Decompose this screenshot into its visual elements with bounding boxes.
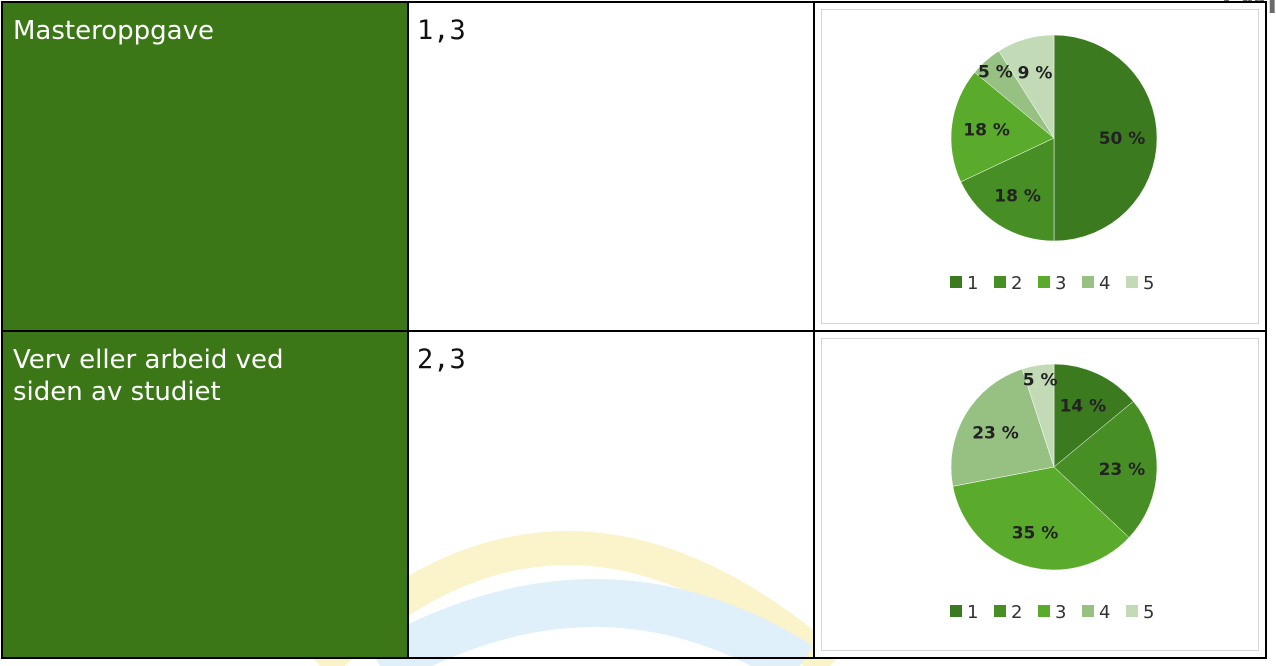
pie-slice-3 (950, 71, 1055, 183)
pie-slice-1 (1053, 363, 1134, 468)
row-label-cell: Verv eller arbeid ved siden av studiet (1, 330, 409, 659)
pie-slice-label: 23 % (972, 423, 1019, 443)
pie-slice-4 (950, 368, 1055, 487)
pie-chart-frame: 50 % 18 % 18 % 5 % 9 % 1 2 3 4 5 (821, 9, 1259, 324)
legend-label: 1 (967, 273, 978, 294)
row-label-cell: Masteroppgave (1, 1, 409, 332)
legend-label: 2 (1011, 602, 1022, 623)
legend-label: 5 (1143, 602, 1154, 623)
pie-chart: 50 % 18 % 18 % 5 % 9 % 1 2 3 4 5 (950, 34, 1158, 294)
pie-slice-3 (952, 466, 1130, 571)
pie-slice-5 (1021, 363, 1055, 468)
table-row: Masteroppgave 1,3 50 % 18 % 18 % 5 % 9 % 1 2 3 4… (1, 1, 1267, 332)
legend-swatch (950, 276, 962, 288)
legend-swatch (1126, 276, 1138, 288)
chart-cell: 14 % 23 % 35 % 23 % 5 % 1 2 3 4 5 (813, 330, 1267, 659)
legend-label: 3 (1055, 602, 1066, 623)
pie-slice-2 (960, 137, 1055, 242)
legend-swatch (1038, 276, 1050, 288)
pie-chart: 14 % 23 % 35 % 23 % 5 % 1 2 3 4 5 (950, 363, 1158, 623)
legend-label: 4 (1099, 602, 1110, 623)
row-value: 1,3 (417, 15, 466, 46)
pie-slice-label: 14 % (1060, 397, 1107, 417)
legend-swatch (994, 276, 1006, 288)
row-label: Masteroppgave (13, 16, 214, 46)
row-value-cell: 2,3 (407, 330, 815, 659)
pie-slice-label: 35 % (1012, 523, 1059, 543)
legend-swatch (1082, 605, 1094, 617)
legend-swatch (1038, 605, 1050, 617)
legend-label: 4 (1099, 273, 1110, 294)
pie-slice-2 (1053, 400, 1158, 538)
pie-slice-label: 9 % (1018, 64, 1053, 84)
legend-swatch (1082, 276, 1094, 288)
row-value: 2,3 (417, 344, 466, 375)
table-row: Verv eller arbeid ved siden av studiet 2… (1, 330, 1267, 659)
pie-slice-label: 5 % (1023, 371, 1058, 391)
pie-slice-1 (1053, 34, 1158, 242)
row-value-cell: 1,3 (407, 1, 815, 332)
pie-chart-frame: 14 % 23 % 35 % 23 % 5 % 1 2 3 4 5 (821, 338, 1259, 651)
pie-slice-label: 50 % (1099, 129, 1146, 149)
pie-slice-5 (998, 34, 1055, 139)
legend-swatch (994, 605, 1006, 617)
chart-legend: 1 2 3 4 5 (950, 602, 1154, 623)
pie-slice-label: 18 % (963, 121, 1010, 141)
pie-slice-label: 23 % (1099, 460, 1146, 480)
legend-label: 5 (1143, 273, 1154, 294)
pie-slice-label: 18 % (994, 186, 1041, 206)
chart-cell: 50 % 18 % 18 % 5 % 9 % 1 2 3 4 5 (813, 1, 1267, 332)
pie-slice-label: 5 % (978, 63, 1013, 83)
legend-label: 2 (1011, 273, 1022, 294)
row-label: Verv eller arbeid ved siden av studiet (13, 345, 284, 407)
legend-label: 3 (1055, 273, 1066, 294)
legend-swatch (1126, 605, 1138, 617)
chart-legend: 1 2 3 4 5 (950, 273, 1154, 294)
legend-label: 1 (967, 602, 978, 623)
legend-swatch (950, 605, 962, 617)
